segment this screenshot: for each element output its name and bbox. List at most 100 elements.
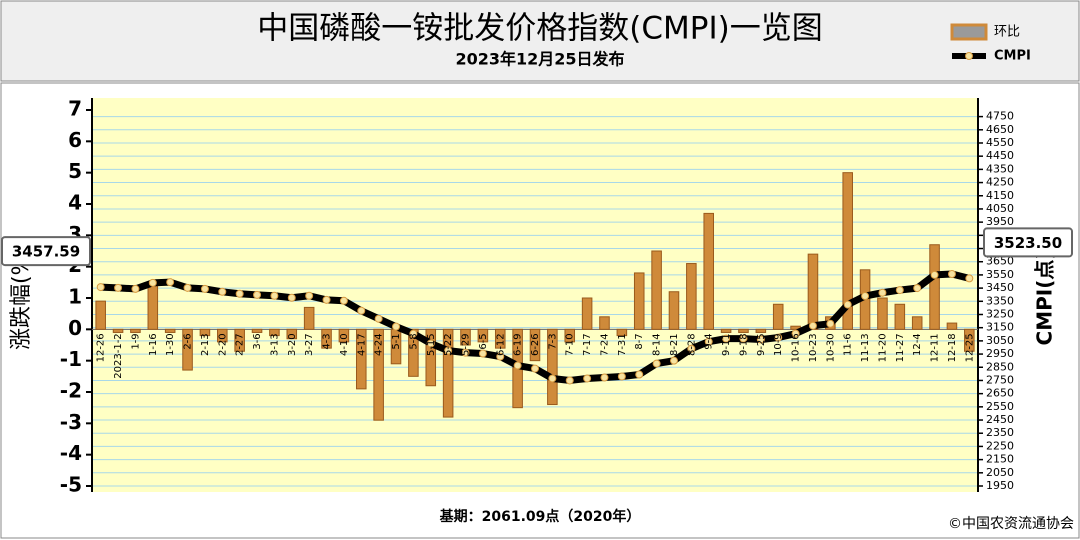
x-tick-label: 12-4 [912,333,923,356]
line-marker [739,334,748,343]
line-marker [114,283,123,292]
x-tick-label: 6-5 [478,333,489,349]
line-marker [478,349,487,358]
x-tick-label: 7-24 [599,333,610,356]
bar [564,328,576,343]
y2-tick-label: 2450 [986,413,1014,426]
value-label: 3457.59 [12,243,80,261]
line-marker [253,290,262,299]
value-label: 3523.50 [994,234,1062,252]
y2-tick-label: 3150 [986,321,1014,334]
y2-tick-label: 2750 [986,373,1014,386]
x-tick-label: 3-20 [287,333,298,356]
line-marker [600,373,609,382]
y2-tick-label: 4050 [986,202,1014,215]
y2-tick-label: 4650 [986,123,1014,136]
bar [894,303,906,330]
line-marker [687,344,696,353]
line-marker [461,348,470,357]
y-tick-label: -2 [60,379,82,403]
x-tick-label: 9-11 [721,333,732,356]
source: ©中国农资流通协会 [948,516,1074,532]
x-tick-label: 5-1 [391,333,402,349]
line-marker [565,376,574,385]
bar [112,328,124,333]
y2-tick-label: 2650 [986,387,1014,400]
bar [911,316,923,330]
x-tick-label: 2-27 [235,333,246,356]
x-tick-label: 9-25 [756,333,767,356]
bar [147,284,159,330]
line-marker [339,296,348,305]
bar [755,328,767,333]
y-tick-label: -4 [60,441,82,465]
y2-tick-label: 2050 [986,466,1014,479]
x-tick-label: 8-14 [652,333,663,356]
bar [877,297,888,330]
line-marker [583,374,592,383]
line-marker [200,284,209,293]
bar [616,328,628,337]
bar [182,328,193,371]
line-marker [96,283,105,292]
bar [772,303,784,330]
legend-swatch-marker [965,52,973,60]
x-tick-label: 3-6 [252,333,263,349]
y2-tick-label: 2850 [986,360,1014,373]
x-tick-label: 6-12 [495,333,506,356]
x-tick-label: 3-13 [269,333,280,356]
bar [651,250,662,330]
base-note: 基期：2061.09点（2020年） [440,508,641,525]
x-tick-label: 2-13 [200,333,211,356]
line-marker [444,346,453,355]
line-marker [913,284,922,293]
bar [199,328,211,337]
line-marker [895,286,904,295]
y-tick-label: 4 [68,191,82,215]
bar [842,172,853,330]
line-marker [826,319,835,328]
y2-tick-label: 4350 [986,162,1014,175]
x-tick-label: 10-23 [808,333,819,362]
y-tick-label: -3 [60,410,82,434]
x-tick-label: 3-27 [304,333,315,356]
line-marker [496,352,505,361]
bar [373,328,384,421]
bar [964,328,975,352]
value-label-box [1,236,91,267]
x-tick-label: 4-17 [356,333,367,356]
x-tick-label: 5-15 [426,333,437,356]
line-marker [235,289,244,298]
x-tick-label: 9-18 [738,333,749,356]
line-marker [392,322,401,331]
y2-tick-label: 4550 [986,136,1014,149]
bar [686,263,697,330]
x-tick-label: 7-17 [582,333,593,356]
line-marker [965,274,974,283]
x-tick-label: 12-18 [947,333,958,362]
bar [477,328,489,343]
line-marker [808,321,817,330]
x-tick-label: 8-28 [686,333,697,356]
bar [425,328,437,387]
y-tick-label: 1 [68,285,82,309]
y-tick-label: 6 [68,128,82,152]
line-marker [652,359,661,368]
line-marker [774,333,783,342]
bar [303,306,315,330]
x-tick-label: 7-3 [547,333,558,349]
legend-swatch [950,23,988,41]
line-marker [218,287,227,296]
x-tick-label: 10-30 [825,333,836,362]
bar [929,244,940,330]
bar [460,328,471,346]
x-tick-label: 10-16 [791,333,802,362]
y2-tick-label: 4150 [986,189,1014,202]
line-marker [548,374,557,383]
line-marker [756,335,765,344]
bar [355,328,367,390]
line-marker [409,329,418,338]
y2-tick-label: 1950 [986,479,1014,492]
chart-subtitle: 2023年12月25日发布 [455,50,624,69]
